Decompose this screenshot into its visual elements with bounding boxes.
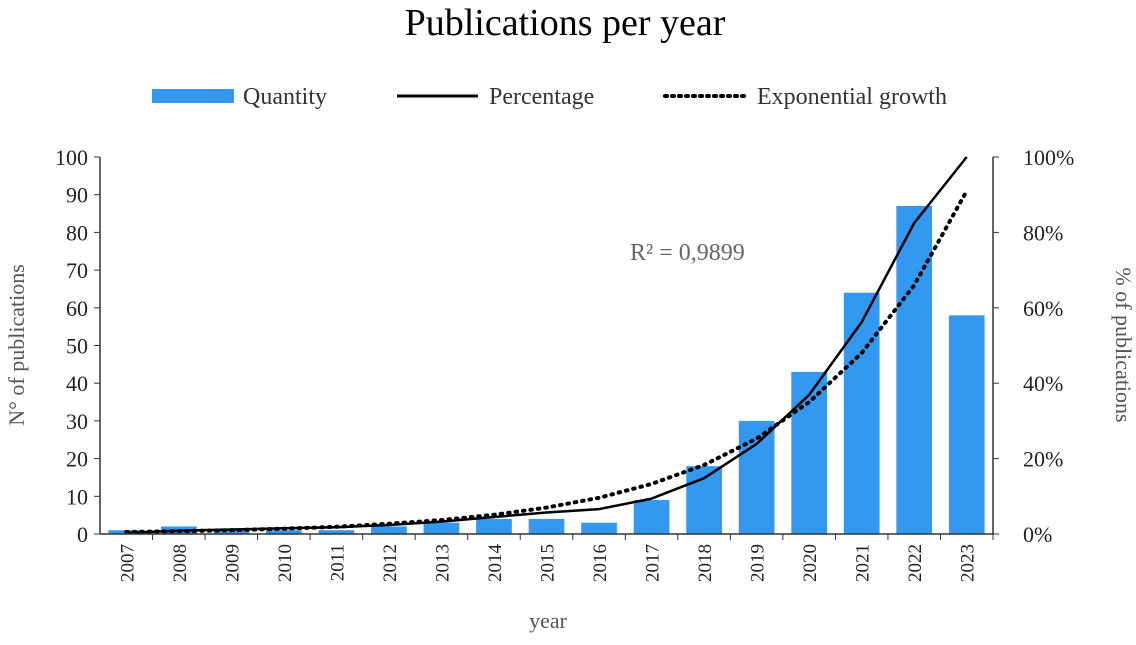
bar-2013 [423,522,460,534]
legend: Quantity Percentage Exponential growth [152,84,947,110]
y2-axis-label: % of publications [1111,267,1136,422]
y-tick-label: 60 [66,296,88,321]
x-tick-label: 2009 [222,544,243,582]
y-tick-label: 20 [66,447,88,472]
bar-2016 [581,522,617,534]
x-axis-label: year [529,608,568,633]
bar-2018 [686,466,722,534]
x-tick-label: 2008 [170,544,191,582]
y-tick-label: 80 [66,220,88,245]
bar-2015 [528,518,565,534]
bar-2011 [318,530,355,534]
x-tick-label: 2007 [117,544,138,582]
y2-tick-label: 0% [1023,522,1052,547]
legend-label-quantity: Quantity [243,84,327,110]
x-tick-label: 2011 [327,544,348,581]
y2-tick-label: 60% [1023,296,1063,321]
y2-tick-label: 100% [1023,145,1074,170]
bar-2010 [265,530,302,534]
y-tick-label: 10 [66,484,88,509]
x-tick-label: 2013 [432,544,453,582]
y2-tick-label: 40% [1023,371,1063,396]
percentage-line [126,156,968,535]
exponential-growth-line [124,188,969,534]
chart-title: Publications per year [405,2,726,44]
x-tick-label: 2023 [958,544,979,582]
legend-label-exponential: Exponential growth [757,84,947,110]
y-tick-label: 70 [66,258,88,283]
y-tick-label: 90 [66,183,88,208]
x-tick-label: 2020 [800,544,821,582]
y-tick-label: 50 [66,334,88,359]
legend-swatch-quantity [152,89,234,103]
y-tick-label: 0 [77,522,88,547]
x-tick-label: 2021 [853,544,874,582]
x-tick-label: 2015 [538,544,559,582]
legend-label-percentage: Percentage [489,84,594,110]
x-tick-label: 2014 [485,544,506,583]
x-tick-label: 2012 [380,544,401,582]
bar-2021 [843,292,880,534]
x-tick-label: 2019 [748,544,769,582]
y-axis-label: N° of publications [4,264,29,426]
x-tick-label: 2016 [590,544,611,582]
x-tick-label: 2010 [275,544,296,582]
bar-2012 [371,526,407,534]
x-tick-label: 2018 [695,544,716,582]
y-tick-label: 30 [66,409,88,434]
y2-tick-label: 20% [1023,447,1063,472]
x-tick-label: 2022 [905,544,926,582]
bar-2017 [633,500,670,534]
bar-2020 [791,371,828,534]
y2-tick-label: 80% [1023,220,1063,245]
bar-2022 [896,206,933,534]
bar-2019 [738,420,775,534]
y-tick-label: 100 [55,145,88,170]
r-squared-annotation: R² = 0,9899 [630,240,745,266]
x-tick-label: 2017 [643,544,664,582]
bar-2014 [476,518,512,534]
y-tick-label: 40 [66,371,88,396]
bar-2023 [948,315,985,534]
